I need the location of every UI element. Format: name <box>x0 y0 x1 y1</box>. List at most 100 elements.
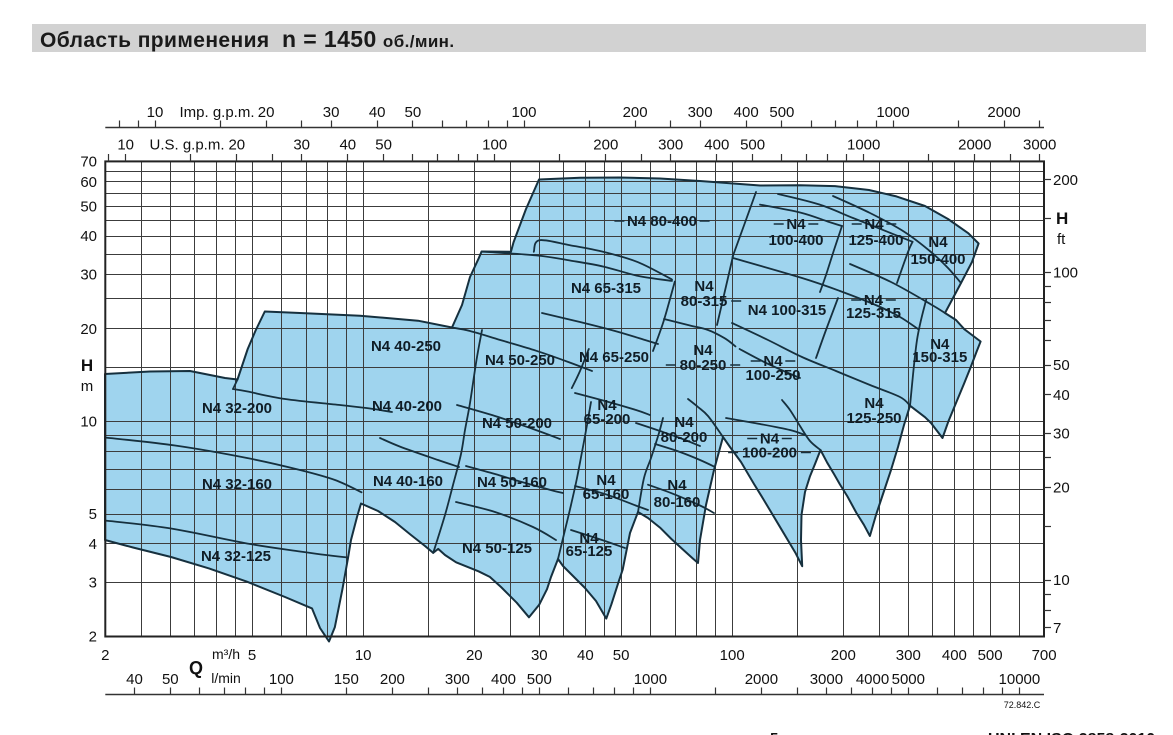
svg-text:N4 100-315: N4 100-315 <box>748 302 826 319</box>
svg-text:1000: 1000 <box>634 671 667 688</box>
svg-text:500: 500 <box>527 671 552 688</box>
svg-text:400: 400 <box>704 137 729 154</box>
svg-text:N4 32-125: N4 32-125 <box>201 548 271 565</box>
svg-text:30: 30 <box>531 647 548 664</box>
svg-text:500: 500 <box>740 137 765 154</box>
svg-text:N4: N4 <box>786 216 806 233</box>
svg-text:400: 400 <box>942 647 967 664</box>
svg-text:N4 50-160: N4 50-160 <box>477 474 547 491</box>
svg-text:N4: N4 <box>674 414 694 431</box>
svg-text:1000: 1000 <box>876 104 909 121</box>
svg-text:20: 20 <box>258 104 275 121</box>
svg-text:2: 2 <box>101 647 109 664</box>
svg-text:400: 400 <box>734 104 759 121</box>
svg-text:30: 30 <box>323 104 340 121</box>
svg-text:150-400: 150-400 <box>910 251 965 268</box>
svg-text:N4 65-315: N4 65-315 <box>571 280 641 297</box>
svg-text:5: 5 <box>770 730 778 735</box>
svg-text:100-250: 100-250 <box>745 367 800 384</box>
svg-text:200: 200 <box>1053 172 1078 189</box>
svg-text:40: 40 <box>126 671 143 688</box>
svg-text:500: 500 <box>978 647 1003 664</box>
svg-text:10: 10 <box>117 137 134 154</box>
svg-text:80-160: 80-160 <box>654 494 701 511</box>
svg-text:125-315: 125-315 <box>846 305 901 322</box>
svg-text:10: 10 <box>1053 572 1070 589</box>
svg-text:2: 2 <box>89 629 97 646</box>
svg-text:40: 40 <box>1053 387 1070 404</box>
svg-text:ft: ft <box>1057 231 1066 248</box>
svg-text:300: 300 <box>688 104 713 121</box>
svg-text:150: 150 <box>334 671 359 688</box>
svg-text:N4: N4 <box>579 530 599 547</box>
svg-text:N4 40-200: N4 40-200 <box>372 398 442 415</box>
svg-text:H: H <box>1056 209 1068 228</box>
svg-text:50: 50 <box>375 137 392 154</box>
svg-text:U.S. g.p.m.: U.S. g.p.m. <box>149 137 224 154</box>
svg-text:N4: N4 <box>763 353 783 370</box>
svg-text:100: 100 <box>482 137 507 154</box>
svg-text:40: 40 <box>80 228 97 245</box>
svg-text:200: 200 <box>593 137 618 154</box>
svg-text:10: 10 <box>355 647 372 664</box>
svg-text:50: 50 <box>162 671 179 688</box>
svg-text:80-250: 80-250 <box>680 357 727 374</box>
svg-text:N4 80-400: N4 80-400 <box>627 213 697 230</box>
svg-text:100: 100 <box>1053 265 1078 282</box>
svg-text:30: 30 <box>293 137 310 154</box>
svg-text:200: 200 <box>623 104 648 121</box>
svg-text:N4: N4 <box>928 234 948 251</box>
svg-text:80-200: 80-200 <box>661 429 708 446</box>
svg-text:5: 5 <box>248 647 256 664</box>
svg-text:N4 50-250: N4 50-250 <box>485 352 555 369</box>
svg-text:50: 50 <box>613 647 630 664</box>
svg-text:N4: N4 <box>596 472 616 489</box>
svg-text:300: 300 <box>658 137 683 154</box>
svg-text:500: 500 <box>769 104 794 121</box>
svg-text:5000: 5000 <box>892 671 925 688</box>
svg-text:400: 400 <box>491 671 516 688</box>
svg-text:20: 20 <box>80 321 97 338</box>
svg-text:65-200: 65-200 <box>584 411 631 428</box>
svg-text:100: 100 <box>511 104 536 121</box>
svg-text:125-400: 125-400 <box>848 232 903 249</box>
svg-text:N4 65-250: N4 65-250 <box>579 349 649 366</box>
svg-text:80-315: 80-315 <box>681 293 728 310</box>
svg-text:60: 60 <box>80 174 97 191</box>
svg-text:300: 300 <box>896 647 921 664</box>
svg-text:N4: N4 <box>694 278 714 295</box>
svg-text:N4: N4 <box>864 216 884 233</box>
svg-text:40: 40 <box>339 137 356 154</box>
svg-text:5: 5 <box>89 506 97 523</box>
svg-text:100: 100 <box>269 671 294 688</box>
svg-text:2000: 2000 <box>958 137 991 154</box>
svg-text:N4: N4 <box>597 397 617 414</box>
svg-text:3: 3 <box>89 574 97 591</box>
svg-text:m: m <box>81 378 94 395</box>
svg-text:65-125: 65-125 <box>566 543 613 560</box>
svg-text:4000: 4000 <box>856 671 889 688</box>
svg-text:50: 50 <box>80 198 97 215</box>
svg-text:72.842.C: 72.842.C <box>1004 700 1041 710</box>
svg-text:125-250: 125-250 <box>846 410 901 427</box>
svg-text:10: 10 <box>147 104 164 121</box>
svg-text:3000: 3000 <box>810 671 843 688</box>
svg-text:20: 20 <box>1053 480 1070 497</box>
svg-text:100-400: 100-400 <box>768 232 823 249</box>
svg-text:50: 50 <box>405 104 422 121</box>
svg-text:7: 7 <box>1053 620 1061 637</box>
svg-text:20: 20 <box>228 137 245 154</box>
svg-text:1000: 1000 <box>847 137 880 154</box>
svg-text:H: H <box>81 356 93 375</box>
svg-text:N4 50-125: N4 50-125 <box>462 540 532 557</box>
svg-text:N4: N4 <box>864 395 884 412</box>
svg-text:65-160: 65-160 <box>583 486 630 503</box>
svg-text:m³/h: m³/h <box>212 646 240 662</box>
svg-text:N4 50-200: N4 50-200 <box>482 415 552 432</box>
svg-text:40: 40 <box>577 647 594 664</box>
svg-text:40: 40 <box>369 104 386 121</box>
svg-text:4: 4 <box>89 536 97 553</box>
svg-text:50: 50 <box>1053 357 1070 374</box>
svg-text:l/min: l/min <box>211 670 241 686</box>
